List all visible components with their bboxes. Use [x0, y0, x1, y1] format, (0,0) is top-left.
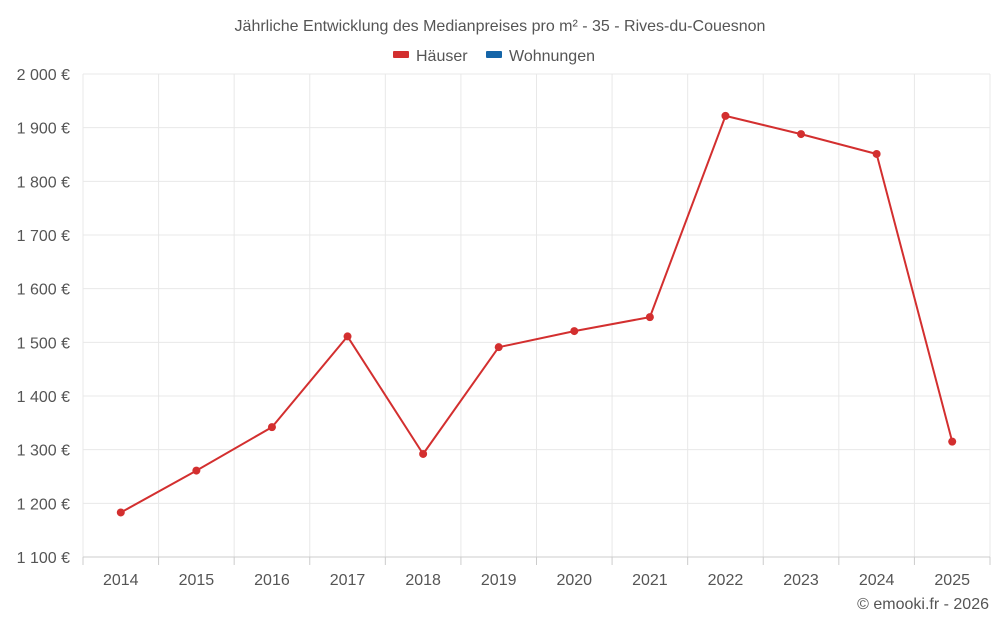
y-tick-label: 1 500 € [17, 335, 70, 352]
x-tick-label: 2024 [859, 572, 895, 589]
x-tick-label: 2014 [103, 572, 139, 589]
y-tick-label: 1 700 € [17, 228, 70, 245]
legend-label-apartments: Wohnungen [509, 48, 595, 65]
y-tick-label: 1 100 € [17, 550, 70, 567]
legend-swatch-houses [393, 51, 409, 58]
chart-title: Jährliche Entwicklung des Medianpreises … [235, 18, 766, 35]
y-tick-label: 1 900 € [17, 121, 70, 138]
x-tick-label: 2019 [481, 572, 517, 589]
series-line [120, 114, 954, 514]
data-point[interactable] [116, 508, 125, 517]
data-point[interactable] [721, 111, 730, 120]
data-point[interactable] [872, 149, 881, 158]
x-tick-label: 2015 [179, 572, 215, 589]
series-layer [116, 111, 957, 517]
x-tick-label: 2018 [405, 572, 441, 589]
data-point[interactable] [267, 423, 276, 432]
data-point[interactable] [645, 313, 654, 322]
y-tick-label: 1 400 € [17, 389, 70, 406]
y-tick-label: 1 800 € [17, 174, 70, 191]
x-tick-label: 2020 [556, 572, 592, 589]
legend-swatch-apartments [486, 51, 502, 58]
data-point[interactable] [797, 130, 806, 139]
x-tick-label: 2021 [632, 572, 668, 589]
series-houses [116, 111, 957, 517]
legend: Häuser Wohnungen [393, 48, 595, 65]
data-point[interactable] [948, 437, 957, 446]
x-tick-label: 2025 [934, 572, 970, 589]
legend-item-houses[interactable]: Häuser [393, 48, 468, 65]
x-tick-label: 2022 [708, 572, 744, 589]
data-point[interactable] [570, 327, 579, 336]
y-tick-label: 1 200 € [17, 496, 70, 513]
data-point[interactable] [419, 449, 428, 458]
x-tick-label: 2017 [330, 572, 366, 589]
y-tick-label: 1 600 € [17, 282, 70, 299]
credit-text: © emooki.fr - 2026 [857, 596, 989, 613]
x-tick-label: 2023 [783, 572, 819, 589]
x-axis: 2014 2015 2016 2017 2018 2019 2020 2021 2022 2023… [82, 556, 991, 589]
y-tick-label: 1 300 € [17, 443, 70, 460]
data-point[interactable] [494, 343, 503, 352]
data-point[interactable] [192, 466, 201, 475]
data-point[interactable] [343, 332, 352, 341]
y-tick-label: 2 000 € [17, 67, 70, 84]
legend-label-houses: Häuser [416, 48, 468, 65]
y-axis: 1 100 € 1 200 € 1 300 € 1 400 € 1 500 € 1 600… [17, 67, 70, 567]
x-tick-label: 2016 [254, 572, 290, 589]
legend-item-apartments[interactable]: Wohnungen [486, 48, 595, 65]
grid [82, 73, 991, 557]
